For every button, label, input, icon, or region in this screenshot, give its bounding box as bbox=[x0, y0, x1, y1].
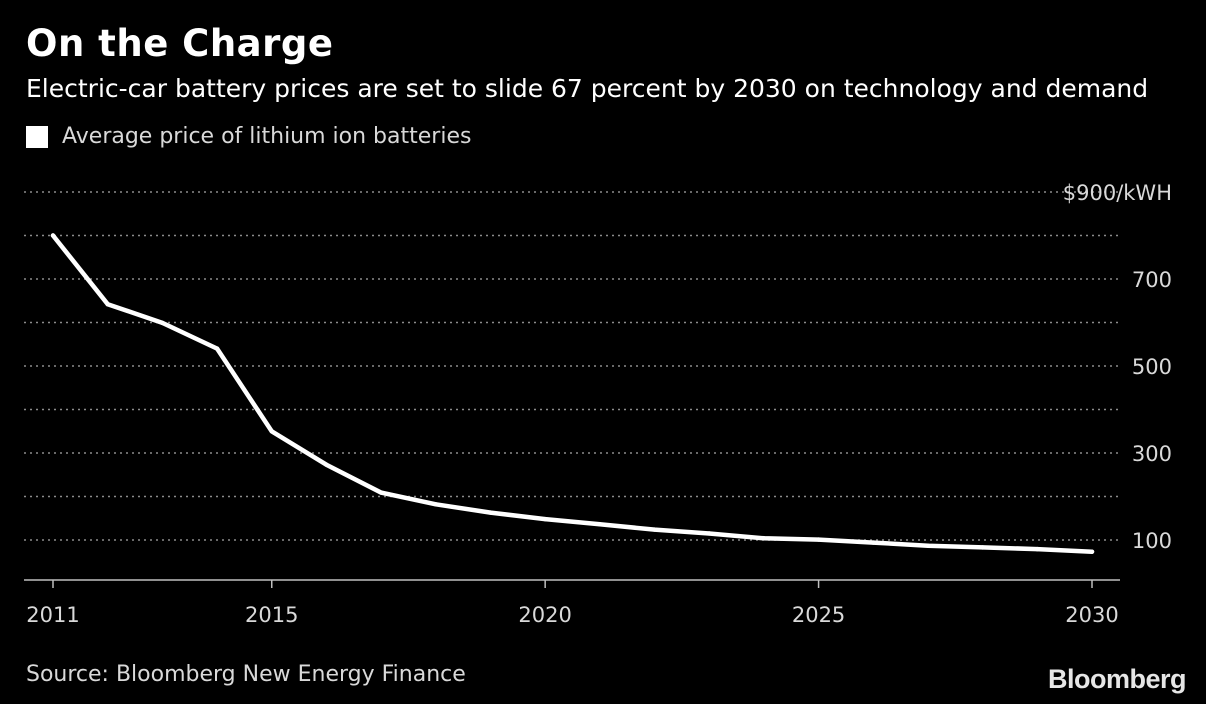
data-point bbox=[597, 522, 603, 527]
data-point bbox=[542, 516, 548, 522]
y-tick-label: 100 bbox=[1132, 529, 1172, 553]
legend-swatch bbox=[26, 125, 48, 148]
data-point bbox=[105, 302, 110, 307]
data-point bbox=[50, 233, 56, 238]
data-point bbox=[652, 527, 657, 532]
y-tick-label: $900/kWH bbox=[1063, 181, 1172, 205]
source-note: Source: Bloomberg New Energy Finance bbox=[26, 662, 466, 687]
bloomberg-logo: Bloomberg bbox=[1047, 664, 1187, 694]
data-point bbox=[488, 510, 493, 515]
x-tick-label: 2015 bbox=[245, 603, 298, 627]
y-tick-label: 500 bbox=[1132, 355, 1172, 379]
data-point bbox=[871, 540, 876, 545]
chart-title: On the Charge bbox=[26, 22, 334, 65]
data-point bbox=[324, 462, 329, 467]
x-tick-label: 2020 bbox=[518, 603, 571, 627]
legend: Average price of lithium ion batteries bbox=[26, 124, 471, 149]
chart-subtitle: Electric-car battery prices are set to s… bbox=[26, 74, 1149, 103]
y-tick-label: 700 bbox=[1132, 268, 1172, 292]
data-point bbox=[269, 429, 274, 434]
y-tick-label: 300 bbox=[1132, 442, 1172, 466]
data-point bbox=[707, 531, 712, 536]
data-point bbox=[214, 346, 220, 351]
data-point bbox=[433, 502, 438, 507]
data-point bbox=[816, 537, 821, 542]
data-point bbox=[378, 490, 384, 495]
series-line bbox=[50, 233, 1095, 554]
data-point bbox=[1035, 546, 1040, 552]
x-tick-label: 2030 bbox=[1065, 603, 1118, 627]
x-tick-label: 2025 bbox=[792, 603, 845, 627]
data-point bbox=[925, 543, 931, 548]
data-point bbox=[761, 536, 767, 541]
x-tick-label: 2011 bbox=[26, 603, 79, 627]
legend-label: Average price of lithium ion batteries bbox=[62, 124, 472, 149]
data-point bbox=[980, 545, 985, 550]
data-point bbox=[160, 320, 165, 326]
data-point bbox=[1089, 549, 1095, 554]
